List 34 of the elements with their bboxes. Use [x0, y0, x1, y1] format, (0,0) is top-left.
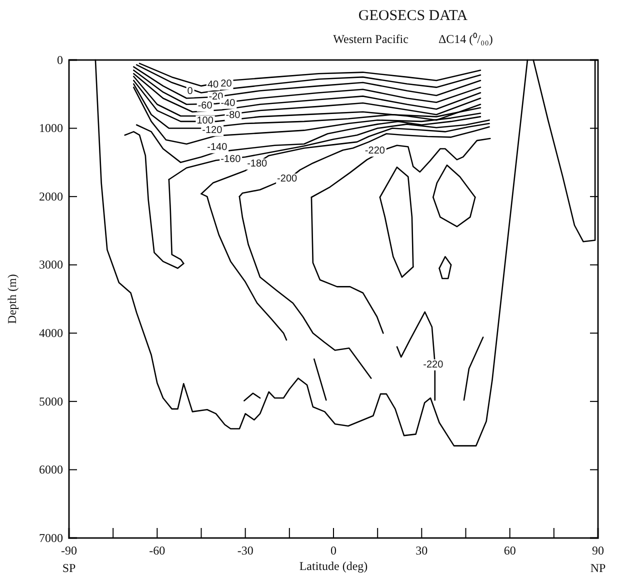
x-tick-label: 90 [592, 544, 604, 558]
annotation: 100 [196, 116, 214, 127]
x-tick-label: -90 [61, 544, 77, 558]
y-tick-label: 2000 [39, 189, 63, 204]
y-tick-label: 6000 [39, 462, 63, 477]
x-tick-label: -60 [149, 544, 166, 558]
annotation: -60 [198, 100, 213, 112]
annotation: -80 [226, 110, 241, 122]
annotation: -140 [207, 142, 228, 154]
annotation: 40 [207, 79, 220, 90]
chart-title: GEOSECS DATA [358, 8, 468, 24]
text: NP [590, 561, 606, 575]
x-tick-label: 30 [416, 544, 428, 558]
annotation: -40 [220, 98, 236, 109]
annotation: -180 [247, 158, 268, 170]
y-tick-label: 7000 [39, 530, 63, 545]
y-axis-title: Depth (m) [5, 274, 19, 324]
x-axis-title: Latitude (deg) [299, 559, 368, 573]
annotation: -220 [364, 146, 386, 157]
annotation: -120 [202, 125, 223, 136]
y-tick-label: 1000 [39, 121, 63, 136]
y-tick-label: 0 [57, 52, 63, 67]
x-tick-label: 60 [504, 544, 516, 558]
x-tick-label: -30 [237, 544, 254, 558]
y-tick-label: 4000 [39, 326, 63, 340]
y-tick-label: 3000 [39, 258, 63, 272]
text: SP [62, 561, 76, 575]
y-tick-label: 5000 [39, 394, 63, 408]
annotation: 0 [187, 86, 194, 98]
chart-subtitle: Western Pacific ΔC14 (⁰/₀₀) [333, 32, 493, 46]
annotation: 20 [220, 78, 232, 90]
x-tick-label: 0 [330, 544, 336, 558]
annotation: -220 [423, 359, 444, 370]
annotation: -160 [220, 154, 242, 166]
